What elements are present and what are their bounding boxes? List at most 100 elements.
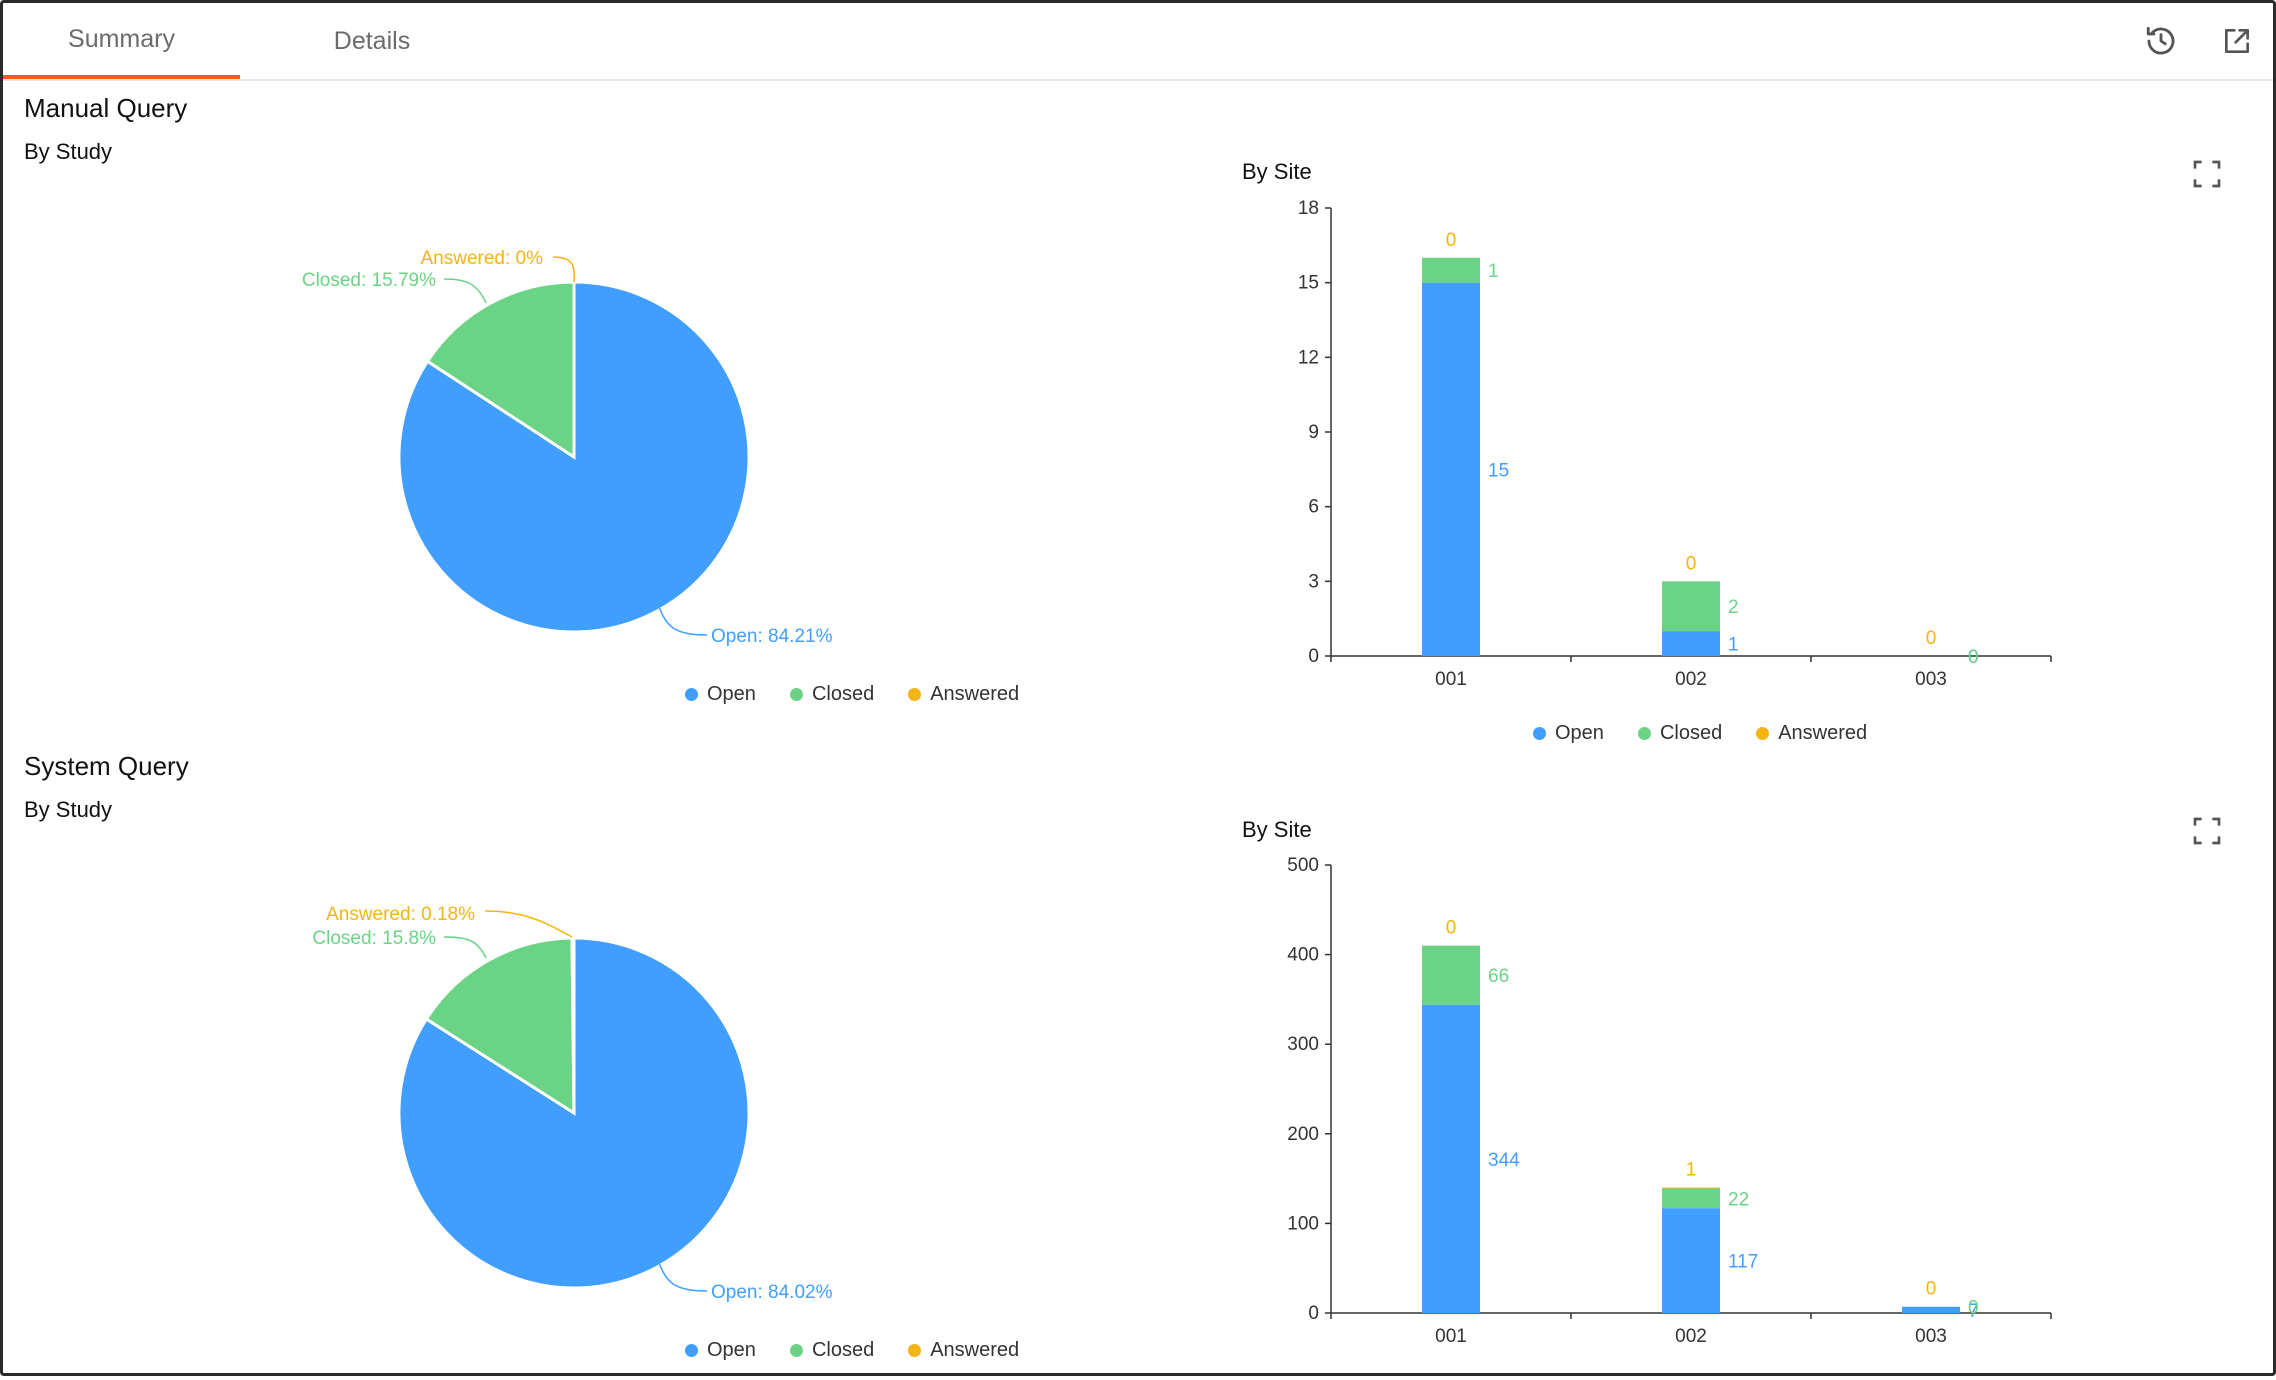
legend-closed-label: Closed: [811, 683, 875, 705]
pie-leader-open: [658, 606, 708, 636]
y-tick-label: 500: [1287, 855, 1319, 876]
x-tick-label: 003: [1915, 1326, 1947, 1347]
legend-open-label: Open: [1555, 722, 1604, 744]
y-tick-label: 0: [1308, 1303, 1319, 1324]
x-tick-label: 002: [1675, 669, 1707, 690]
legend-answered-label: Answered: [930, 1339, 1020, 1361]
bar-value-label-closed: 22: [1728, 1189, 1749, 1210]
pie-leader-answered: [484, 910, 573, 938]
bar-value-label-answered: 0: [1446, 918, 1457, 939]
pie-leader-closed: [443, 278, 487, 304]
legend-open[interactable]: Open: [685, 683, 756, 706]
manual-by-site-title: By Site: [1242, 159, 1312, 184]
pie-leader-answered: [552, 256, 575, 283]
y-tick-label: 400: [1287, 945, 1319, 966]
bar-value-label-answered: 0: [1686, 553, 1697, 574]
legend-answered-label: Answered: [930, 683, 1020, 705]
manual-fullscreen-icon[interactable]: [2189, 156, 2225, 192]
legend-closed-dot: [1637, 727, 1651, 740]
legend-closed-dot: [789, 1344, 803, 1357]
bar-value-label-closed: 0: [1968, 647, 1979, 668]
bar-closed: [1662, 581, 1720, 632]
manual-pie-legend: Open Closed Answered: [685, 683, 1019, 706]
manual-query-title: Manual Query: [24, 93, 188, 123]
pie-label-answered: Answered: 0%: [420, 248, 543, 269]
system-by-study-title: By Study: [24, 797, 113, 822]
bar-value-label-open: 15: [1488, 460, 1509, 481]
bar-value-label-open: 0: [1968, 647, 1979, 668]
bar-value-label-closed: 1: [1488, 261, 1499, 282]
legend-answered[interactable]: Answered: [908, 683, 1019, 706]
pie-label-closed: Closed: 15.79%: [302, 270, 436, 291]
bar-open: [1422, 1004, 1480, 1313]
bar-value-label-closed: 0: [1968, 1298, 1979, 1319]
y-tick-label: 15: [1298, 273, 1319, 294]
bar-value-label-open: 344: [1488, 1150, 1520, 1171]
legend-answered-label: Answered: [1778, 722, 1868, 744]
bar-value-label-answered: 0: [1926, 628, 1937, 649]
bar-value-label-open: 117: [1728, 1252, 1758, 1273]
y-tick-label: 200: [1287, 1124, 1319, 1145]
open-external-icon[interactable]: [2217, 21, 2257, 61]
legend-answered-dot: [1756, 727, 1770, 740]
bar-value-label-answered: 0: [1926, 1279, 1937, 1300]
bar-value-label-open: 1: [1728, 635, 1739, 656]
legend-closed[interactable]: Closed: [789, 683, 875, 706]
pie-slice-closed: [424, 936, 576, 1116]
y-tick-label: 3: [1308, 571, 1319, 592]
bar-open: [1902, 1306, 1960, 1313]
tab-summary[interactable]: Summary: [3, 3, 240, 79]
pie-label-closed: Closed: 15.8%: [312, 928, 436, 949]
legend-closed-label: Closed: [811, 1339, 875, 1361]
pie-slice-answered: [570, 936, 576, 1114]
pie-label-answered: Answered: 0.18%: [326, 904, 475, 925]
pie-label-open: Open: 84.02%: [711, 1282, 833, 1303]
x-tick-label: 002: [1675, 1326, 1707, 1347]
legend-answered[interactable]: Answered: [1756, 722, 1867, 745]
tab-details[interactable]: Details: [333, 26, 411, 55]
manual-bar-legend: Open Closed Answered: [1533, 722, 1867, 745]
bar-closed: [1422, 945, 1480, 1005]
bar-open: [1662, 1208, 1720, 1313]
system-fullscreen-icon[interactable]: [2189, 813, 2225, 849]
pie-label-open: Open: 84.21%: [711, 626, 833, 647]
y-tick-label: 12: [1298, 347, 1319, 368]
x-tick-label: 003: [1915, 669, 1947, 690]
system-query-title: System Query: [24, 751, 189, 781]
bar-value-label-answered: 0: [1446, 230, 1457, 251]
legend-answered-dot: [908, 688, 922, 701]
legend-closed-dot: [789, 688, 803, 701]
legend-closed[interactable]: Closed: [1637, 722, 1722, 745]
x-tick-label: 001: [1435, 669, 1467, 690]
legend-open-dot: [685, 688, 698, 701]
legend-closed[interactable]: Closed: [789, 1339, 875, 1362]
legend-open-label: Open: [707, 683, 756, 705]
legend-open-dot: [1533, 727, 1546, 740]
y-tick-label: 18: [1298, 198, 1319, 219]
manual-pie-chart: Open: 84.21% Closed: 15.79%Answered: 0%: [302, 248, 833, 647]
pie-leader-closed: [443, 936, 487, 959]
legend-answered[interactable]: Answered: [908, 1339, 1019, 1362]
bar-closed: [1662, 1188, 1720, 1209]
legend-open[interactable]: Open: [1533, 722, 1604, 745]
y-tick-label: 6: [1308, 497, 1319, 518]
bar-value-label-closed: 2: [1728, 597, 1739, 618]
legend-answered-dot: [908, 1344, 922, 1357]
bar-answered: [1662, 1187, 1720, 1189]
manual-by-study-title: By Study: [24, 139, 113, 164]
bar-value-label-open: 7: [1968, 1301, 1979, 1322]
pie-leader-open: [658, 1262, 708, 1292]
bar-open: [1422, 282, 1480, 656]
pie-slice-closed: [425, 280, 576, 460]
y-tick-label: 100: [1287, 1213, 1319, 1234]
history-icon[interactable]: [2141, 21, 2181, 61]
bar-closed: [1422, 257, 1480, 283]
y-tick-label: 300: [1287, 1034, 1319, 1055]
legend-open[interactable]: Open: [685, 1339, 756, 1362]
y-tick-label: 9: [1308, 422, 1319, 443]
system-by-site-title: By Site: [1242, 817, 1312, 842]
legend-open-dot: [685, 1344, 698, 1357]
